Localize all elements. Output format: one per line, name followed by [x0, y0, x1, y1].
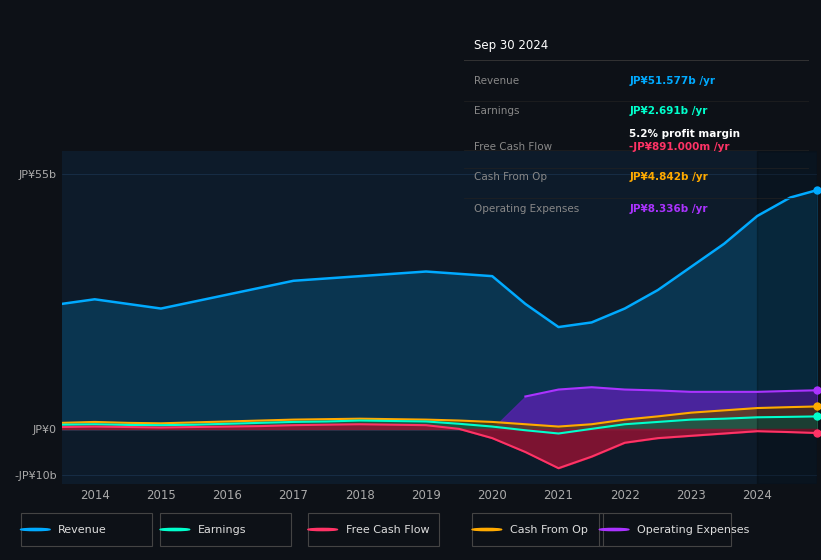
Circle shape [599, 529, 629, 531]
Text: 5.2% profit margin: 5.2% profit margin [630, 129, 741, 139]
Text: Operating Expenses: Operating Expenses [475, 204, 580, 214]
Text: Free Cash Flow: Free Cash Flow [475, 142, 553, 152]
Text: JP¥51.577b /yr: JP¥51.577b /yr [630, 76, 715, 86]
Text: Earnings: Earnings [475, 106, 520, 115]
Bar [308, 512, 439, 547]
Text: Free Cash Flow: Free Cash Flow [346, 525, 429, 534]
Text: Cash From Op: Cash From Op [475, 172, 548, 182]
Circle shape [21, 529, 50, 531]
Text: -JP¥891.000m /yr: -JP¥891.000m /yr [630, 142, 730, 152]
Text: Earnings: Earnings [198, 525, 246, 534]
Circle shape [308, 529, 337, 531]
Text: Cash From Op: Cash From Op [510, 525, 588, 534]
Bar [21, 512, 152, 547]
Text: Revenue: Revenue [58, 525, 107, 534]
Text: Operating Expenses: Operating Expenses [637, 525, 750, 534]
Text: JP¥4.842b /yr: JP¥4.842b /yr [630, 172, 709, 182]
Text: JP¥2.691b /yr: JP¥2.691b /yr [630, 106, 708, 115]
Text: JP¥8.336b /yr: JP¥8.336b /yr [630, 204, 708, 214]
Bar [472, 512, 603, 547]
Bar [599, 512, 731, 547]
Bar [160, 512, 291, 547]
Circle shape [160, 529, 190, 531]
Text: Sep 30 2024: Sep 30 2024 [475, 39, 548, 52]
Text: Revenue: Revenue [475, 76, 520, 86]
Circle shape [472, 529, 502, 531]
Bar [757, 151, 817, 484]
